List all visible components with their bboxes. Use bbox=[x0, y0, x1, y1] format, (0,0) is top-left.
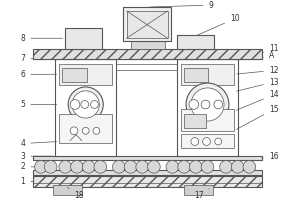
Bar bbox=[181, 134, 234, 148]
Bar bbox=[56, 59, 116, 156]
Bar bbox=[184, 68, 208, 82]
Bar bbox=[59, 64, 112, 85]
Circle shape bbox=[124, 161, 137, 173]
Text: A: A bbox=[262, 51, 274, 60]
Text: 17: 17 bbox=[194, 189, 209, 200]
Circle shape bbox=[59, 161, 72, 173]
Bar bbox=[184, 185, 213, 195]
Text: 11: 11 bbox=[262, 44, 278, 53]
Circle shape bbox=[201, 100, 210, 109]
Circle shape bbox=[201, 161, 214, 173]
Circle shape bbox=[72, 91, 99, 118]
Circle shape bbox=[148, 161, 160, 173]
Circle shape bbox=[220, 161, 232, 173]
Bar bbox=[65, 28, 102, 49]
Circle shape bbox=[178, 161, 190, 173]
Text: 1: 1 bbox=[20, 177, 33, 186]
Bar bbox=[181, 64, 234, 85]
Text: 12: 12 bbox=[237, 66, 278, 75]
Circle shape bbox=[81, 101, 88, 108]
Circle shape bbox=[215, 138, 222, 145]
Bar bbox=[62, 68, 87, 82]
Bar bbox=[184, 114, 206, 128]
Circle shape bbox=[68, 87, 103, 122]
Circle shape bbox=[70, 100, 80, 109]
Circle shape bbox=[189, 100, 199, 109]
Text: 16: 16 bbox=[262, 152, 278, 161]
Bar bbox=[127, 11, 167, 38]
Circle shape bbox=[191, 138, 199, 145]
Circle shape bbox=[186, 83, 229, 126]
Circle shape bbox=[136, 161, 148, 173]
Bar bbox=[181, 109, 234, 131]
Bar bbox=[33, 156, 262, 160]
Circle shape bbox=[202, 138, 210, 145]
Circle shape bbox=[166, 161, 179, 173]
Circle shape bbox=[190, 161, 202, 173]
Circle shape bbox=[112, 161, 125, 173]
Circle shape bbox=[243, 161, 256, 173]
Text: 10: 10 bbox=[197, 14, 239, 35]
Bar bbox=[130, 41, 165, 49]
Circle shape bbox=[191, 88, 224, 121]
Bar bbox=[59, 114, 112, 143]
Circle shape bbox=[44, 161, 57, 173]
Bar bbox=[33, 49, 262, 59]
Text: 18: 18 bbox=[67, 187, 84, 200]
Circle shape bbox=[93, 127, 100, 134]
Text: 7: 7 bbox=[20, 54, 33, 63]
Bar bbox=[177, 59, 238, 156]
Circle shape bbox=[70, 127, 78, 135]
Circle shape bbox=[231, 161, 244, 173]
Circle shape bbox=[82, 161, 95, 173]
Text: 3: 3 bbox=[20, 152, 53, 161]
Text: 15: 15 bbox=[236, 105, 278, 129]
Text: 13: 13 bbox=[236, 78, 278, 91]
Text: 8: 8 bbox=[20, 34, 62, 43]
Text: 4: 4 bbox=[20, 139, 57, 148]
Text: 9: 9 bbox=[150, 1, 213, 10]
Circle shape bbox=[214, 100, 223, 109]
Text: 2: 2 bbox=[20, 162, 38, 171]
Text: 5: 5 bbox=[20, 100, 57, 109]
Circle shape bbox=[82, 127, 89, 134]
Circle shape bbox=[70, 161, 83, 173]
Bar bbox=[177, 35, 214, 49]
Circle shape bbox=[34, 161, 47, 173]
Bar bbox=[52, 185, 82, 195]
Bar bbox=[123, 7, 171, 41]
Circle shape bbox=[91, 101, 98, 108]
Text: 6: 6 bbox=[20, 70, 57, 79]
Circle shape bbox=[94, 161, 106, 173]
Text: 14: 14 bbox=[236, 90, 278, 110]
Bar bbox=[33, 176, 262, 187]
Bar bbox=[33, 170, 262, 175]
